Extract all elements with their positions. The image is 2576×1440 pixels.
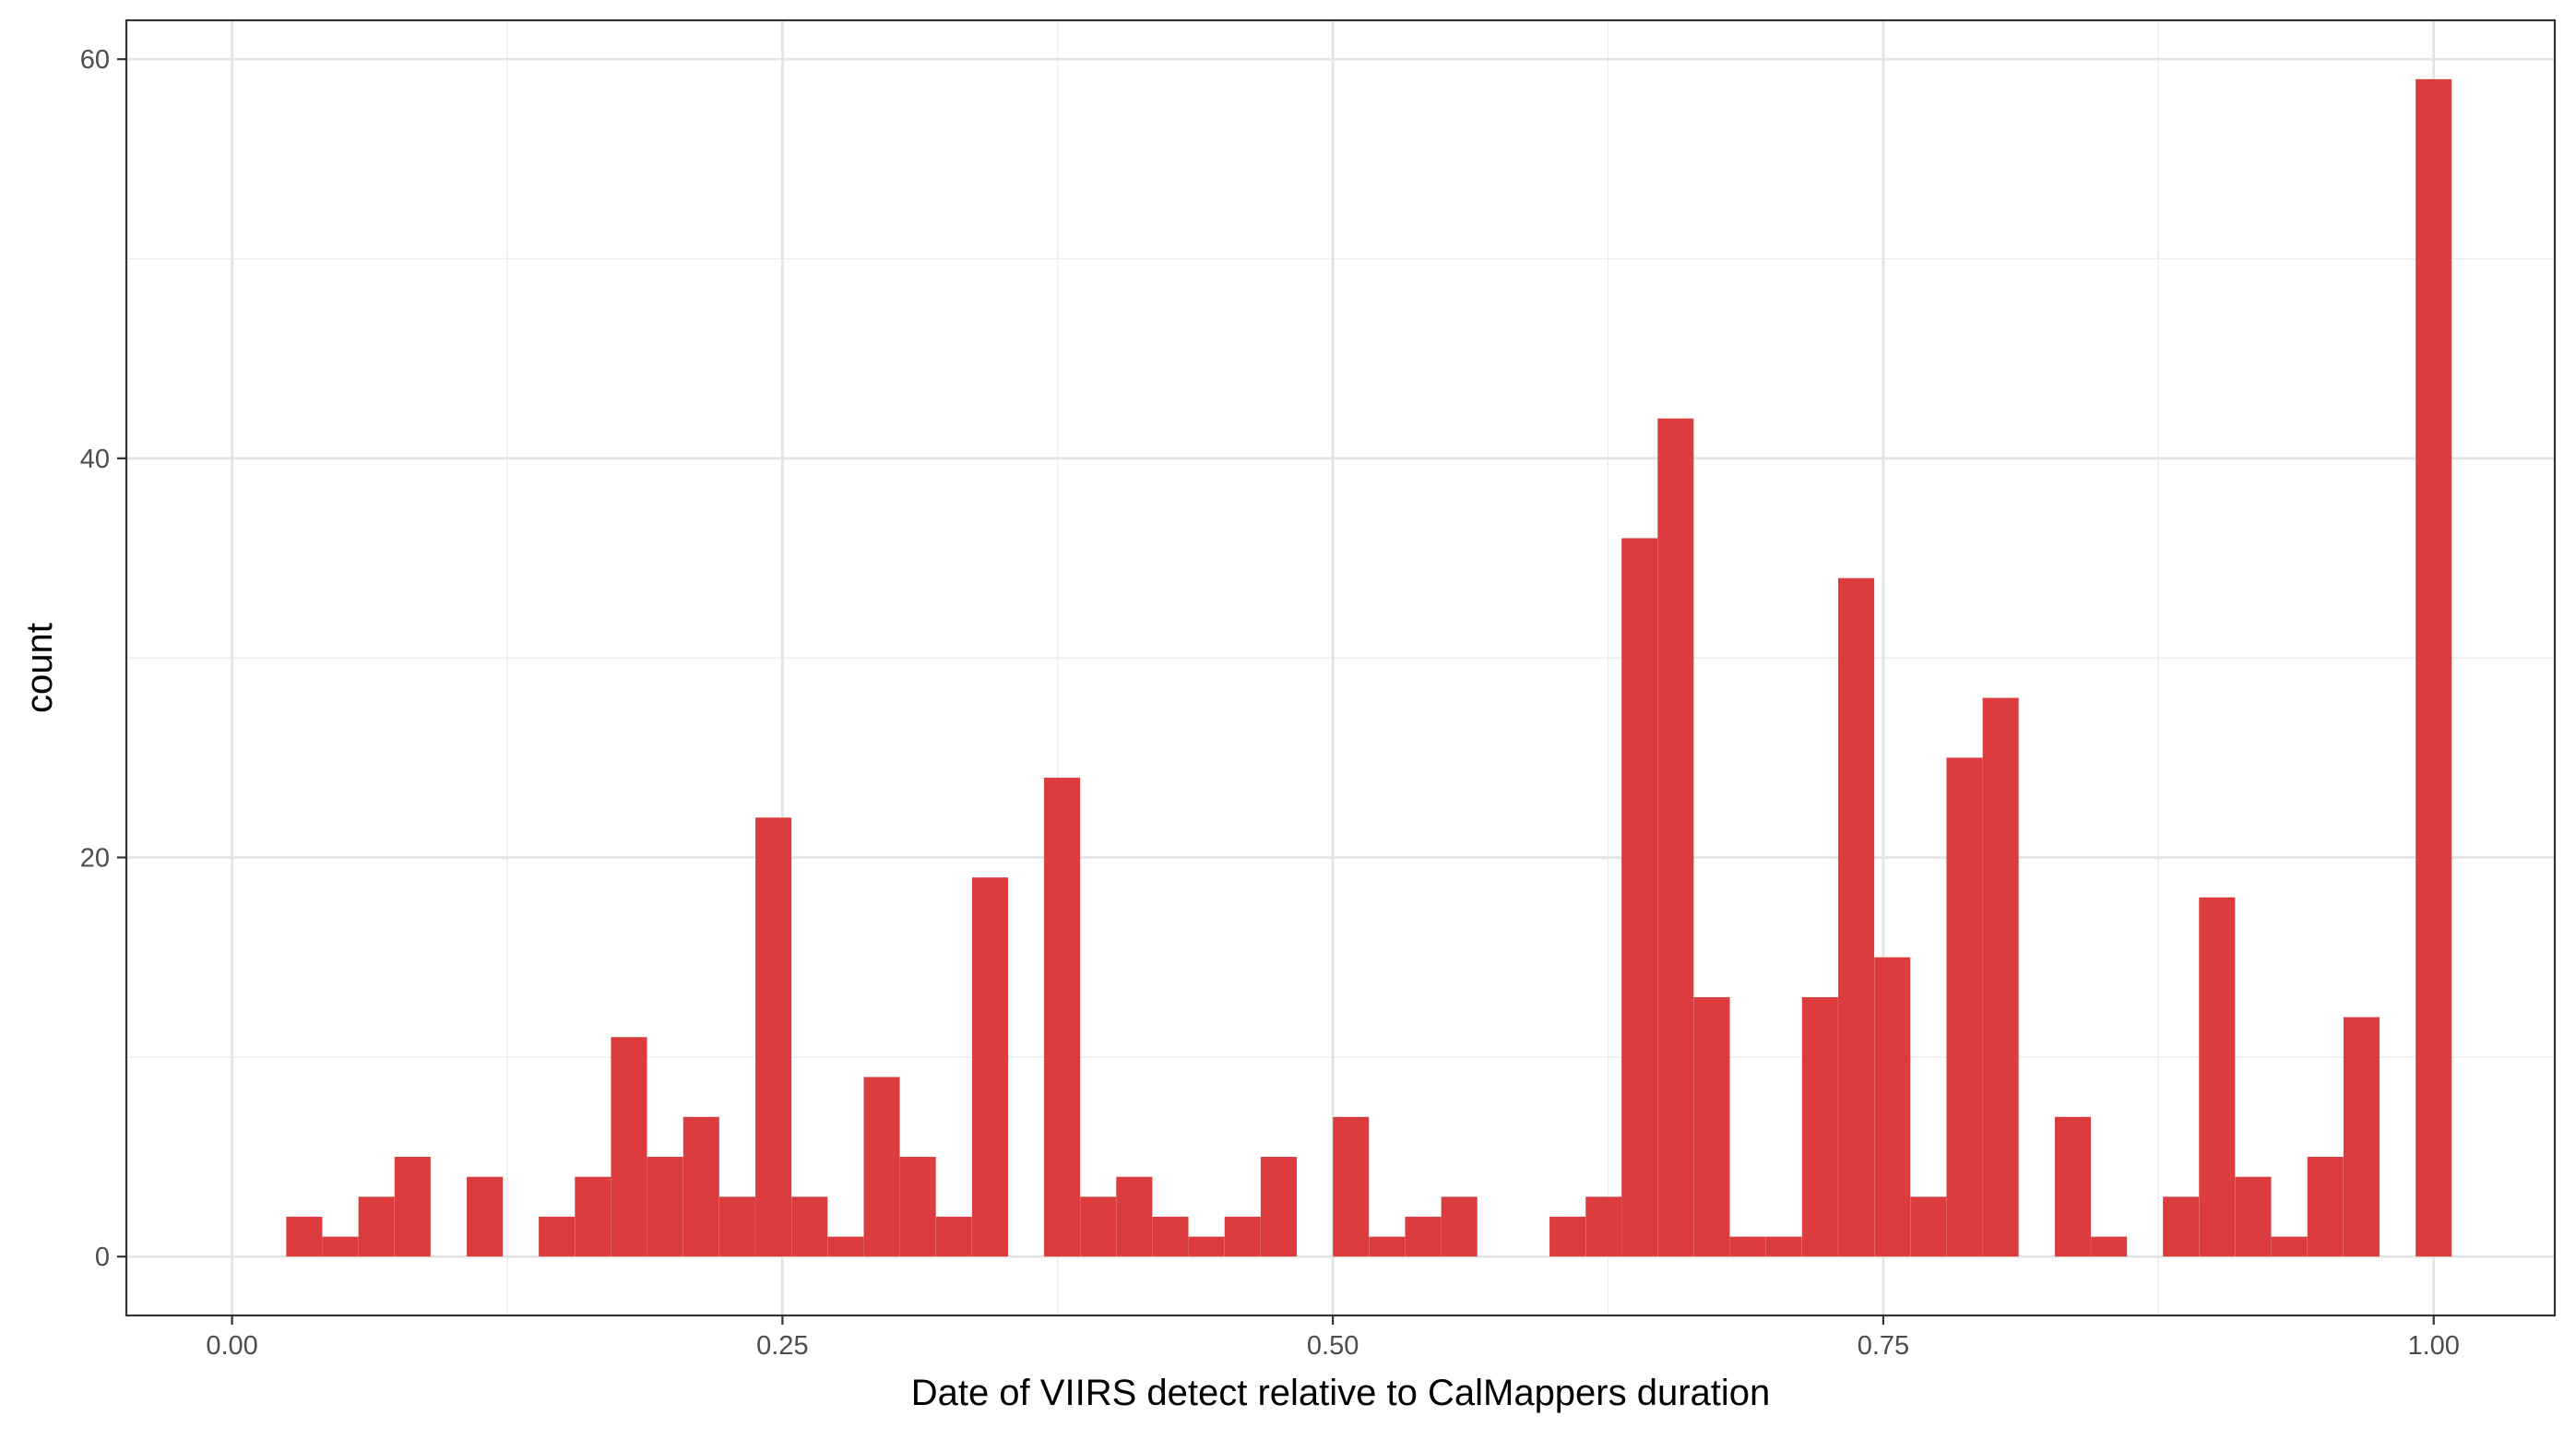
histogram-bar (394, 1156, 432, 1257)
histogram-bar (971, 876, 1009, 1257)
histogram-bar (611, 1037, 647, 1257)
histogram-bar (2271, 1236, 2308, 1257)
panel-border (125, 18, 2557, 1317)
histogram-bar (2307, 1156, 2344, 1257)
histogram-bar (1333, 1116, 1370, 1257)
histogram-bar (1260, 1156, 1298, 1257)
histogram-bar (1405, 1216, 1442, 1257)
histogram-bar (647, 1156, 683, 1257)
histogram-bar (538, 1216, 576, 1257)
histogram-bar (791, 1196, 828, 1257)
histogram-bar (1982, 697, 2019, 1257)
histogram-bar (1585, 1196, 1622, 1257)
x-tick-label: 0.75 (1858, 1331, 1909, 1361)
histogram-bar (2162, 1196, 2200, 1257)
histogram-bar (1620, 538, 1658, 1257)
histogram-bar (1152, 1216, 1189, 1257)
histogram-bar (2343, 1017, 2380, 1257)
histogram-bar (754, 817, 792, 1257)
histogram-bar (2415, 78, 2452, 1257)
x-tick-label: 0.25 (756, 1331, 808, 1361)
histogram-bar (935, 1216, 973, 1257)
histogram-bar (286, 1216, 323, 1257)
x-tick-label: 0.50 (1307, 1331, 1359, 1361)
histogram-bar (1657, 418, 1694, 1257)
x-tick-label: 0.00 (206, 1331, 257, 1361)
y-tick-label: 20 (80, 844, 110, 874)
histogram-bar (1729, 1236, 1766, 1257)
y-tick-label: 60 (80, 45, 110, 75)
histogram-bar (1116, 1176, 1153, 1257)
histogram-bar (358, 1196, 395, 1257)
histogram-bar (1441, 1196, 1478, 1257)
y-tick-label: 0 (95, 1243, 110, 1272)
histogram-bar (2090, 1236, 2128, 1257)
y-tick-label: 40 (80, 445, 110, 474)
histogram-bar (1910, 1196, 1947, 1257)
histogram-bar (718, 1196, 756, 1257)
histogram-bar (1079, 1196, 1117, 1257)
histogram-bars (286, 78, 2452, 1257)
histogram-bar (827, 1236, 864, 1257)
histogram-bar (2235, 1176, 2272, 1257)
histogram-bar (1837, 577, 1875, 1257)
histogram-bar (899, 1156, 936, 1257)
histogram-bar (466, 1176, 504, 1257)
x-tick-label: 1.00 (2407, 1331, 2459, 1361)
histogram-bar (1765, 1236, 1802, 1257)
histogram-bar (575, 1176, 611, 1257)
histogram-bar (1693, 996, 1730, 1257)
histogram-bar (1874, 957, 1911, 1257)
histogram-bar (1801, 996, 1839, 1257)
histogram-bar (863, 1077, 900, 1257)
histogram-bar (1549, 1216, 1586, 1257)
x-axis-title: Date of VIIRS detect relative to CalMapp… (911, 1373, 1771, 1413)
histogram-bar (1224, 1216, 1261, 1257)
y-axis-title: count (19, 623, 60, 713)
histogram-bar (683, 1116, 719, 1257)
histogram-bar (2054, 1116, 2092, 1257)
axes: 0.00 0.25 0.50 0.75 1.00 0 20 40 60 (80, 45, 2460, 1361)
histogram-bar (1369, 1236, 1406, 1257)
histogram-bar (322, 1236, 359, 1257)
histogram-bar (1043, 777, 1081, 1257)
histogram-bar (1946, 757, 1983, 1257)
histogram-bar (1188, 1236, 1225, 1257)
histogram-bar (2199, 897, 2236, 1257)
